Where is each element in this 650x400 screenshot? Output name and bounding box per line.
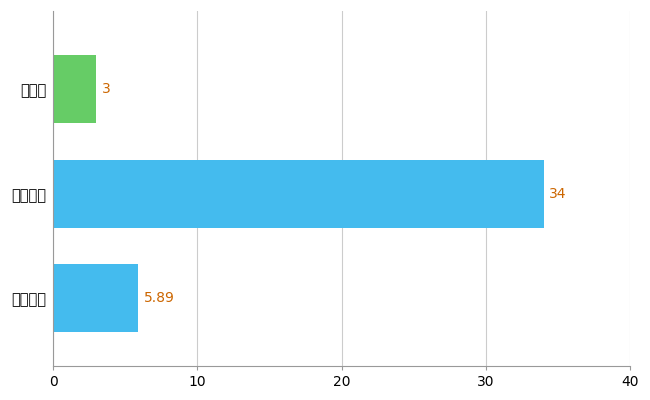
Bar — [53, 160, 543, 228]
Bar — [53, 264, 138, 332]
Text: 3: 3 — [102, 82, 111, 96]
Text: 34: 34 — [549, 187, 567, 201]
Text: 5.89: 5.89 — [144, 291, 175, 305]
Bar — [53, 56, 96, 123]
